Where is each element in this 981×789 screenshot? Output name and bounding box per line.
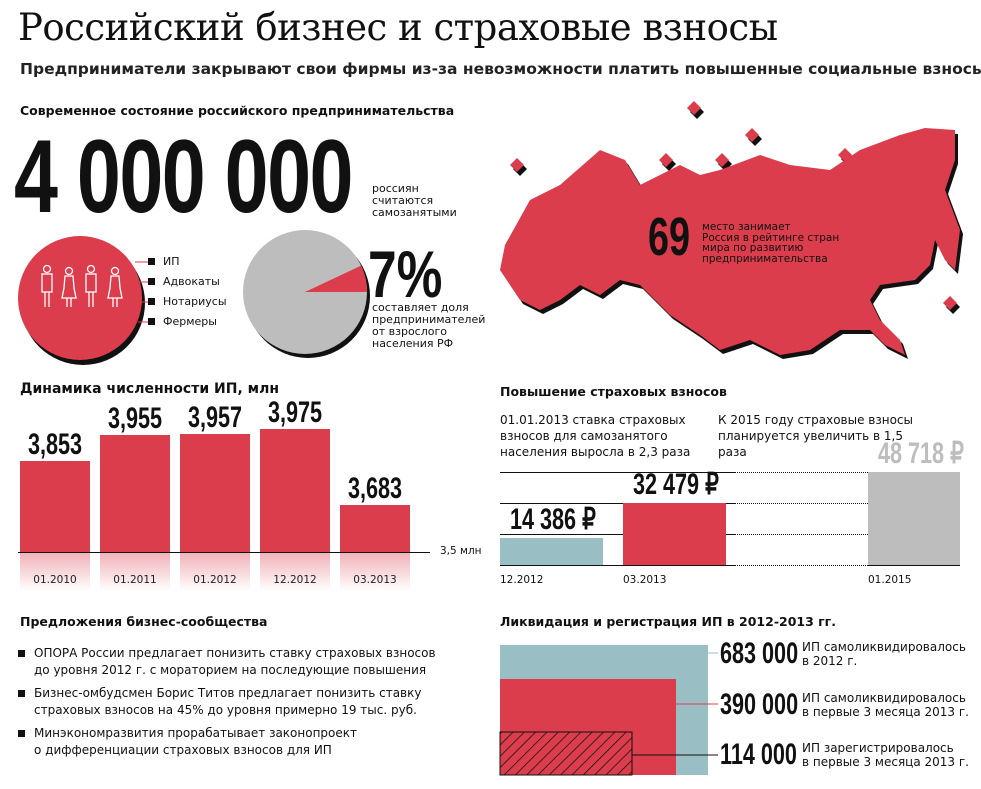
page-subtitle: Предприниматели закрывают свои фирмы из-… [20,60,981,78]
bar [500,537,603,565]
x-tick-label: 12.2012 [500,574,544,586]
island-shape [745,128,759,142]
caption-line: самозанятыми [372,206,457,219]
note-2015: К 2015 году страховые взносы планируется… [718,413,914,459]
bar [340,504,410,552]
bar-value-label: 3,683 [347,471,403,505]
x-tick-label: 03.2013 [623,574,667,586]
caption-line: мира по развитию [702,242,804,254]
x-tick-label: 01.2012 [193,574,237,586]
bar-reflection [340,553,410,591]
x-tick-label: 01.2015 [868,574,912,586]
caption-line: составляет доля [372,301,469,314]
bar [868,472,960,565]
caption-line: предпринимательства [702,252,828,265]
caption-line: место занимает [702,221,791,233]
proposal-item: Бизнес-омбудсмен Борис Титов предлагает … [18,685,421,719]
island-shape [510,158,524,172]
grid-line-dotted [735,534,868,535]
baseline-label: 3,5 млн [440,545,482,557]
russia-shape [500,128,960,355]
chart-title-ip-dynamics: Динамика численности ИП, млн [20,381,279,397]
bar [260,429,330,552]
rank-number: 69 [648,207,691,267]
grid-line-dotted [735,472,868,473]
bar [623,502,726,565]
proposal-item: ОПОРА России предлагает понизить ставку … [18,645,436,679]
page-title: Российский бизнес и страховые взносы [18,6,778,49]
rank-caption: место занимает Россия в рейтинге стран м… [702,222,839,264]
bar-reflection [100,553,170,591]
proposal-item: Минэкономразвития прорабатывает законопр… [18,725,357,759]
grid-line [868,565,960,566]
legend-item-lawyers: Адвокаты [148,275,220,288]
bar-value-label: 3,955 [107,401,163,435]
caption-line: Россия в рейтинге стран [702,231,840,244]
bar [180,434,250,552]
legend-item-notaries: Нотариусы [148,295,227,308]
big-number: 4 000 000 [14,119,353,235]
bar-reflection [180,553,250,591]
pie-slice-7-percent [305,265,367,292]
grid-line [500,534,735,535]
grid-line [500,503,735,504]
legend-item-farmers: Фермеры [148,315,217,328]
section-heading-state: Современное состояние российского предпр… [20,103,455,118]
island-shape [838,148,852,162]
grid-line [500,472,735,473]
caption-line: россиян [372,182,419,195]
bar-reflection [20,553,90,591]
percent-caption: составляет доля предпринимателей от взро… [372,302,485,350]
caption-line: предпринимателей [372,313,486,326]
bar-reflection [260,553,330,591]
island-shape [943,296,957,310]
legend-item-ip: ИП [148,255,180,268]
bar [20,460,90,552]
russia-map [500,101,963,359]
caption-line: считаются [372,194,434,207]
island-shape [715,153,729,167]
section-heading-proposals: Предложения бизнес-сообщества [20,614,268,629]
x-tick-label: 03.2013 [353,574,397,586]
grid-line [500,565,735,566]
note-2013: 01.01.2013 ставка страховых взносов для … [500,413,691,459]
grid-line-dotted [735,565,868,566]
x-tick-label: 01.2010 [33,574,77,586]
grid-line-dotted [735,503,868,504]
x-tick-label: 12.2012 [273,574,317,586]
liquidation-item: 683 000 ИП самоликвидировалось в 2012 г. [720,637,966,670]
bar-value-label: 3,853 [27,427,83,461]
x-tick-label: 01.2011 [113,574,157,586]
island-shape [659,153,673,167]
bar-value-label: 3,975 [267,396,323,430]
registered-2013-area [499,731,633,776]
caption-line: от взрослого [372,325,447,338]
big-number-caption: россиян считаются самозанятыми [372,183,457,219]
people-icon [41,264,123,307]
bar-value-label: 48 718 ₽ [878,437,964,470]
bar-value-label: 32 479 ₽ [633,467,719,501]
bar [100,434,170,552]
caption-line: населения РФ [372,337,454,350]
liquidation-item: 390 000 ИП самоликвидировалось в первые 3 … [720,688,969,721]
baseline [18,552,430,553]
percent-value: 7% [368,237,443,311]
liquidation-item: 114 000 ИП зарегистрировалось в первые 3 м… [720,738,969,771]
chart-title-contributions: Повышение страховых взносов [500,384,727,399]
bar-value-label: 14 386 ₽ [510,502,596,536]
bar-value-label: 3,957 [187,401,243,435]
professions-circle [18,236,142,360]
island-shape [687,101,701,115]
chart-title-liquidation: Ликвидация и регистрация ИП в 2012-2013 … [500,614,836,629]
circles-graphic [18,230,370,365]
